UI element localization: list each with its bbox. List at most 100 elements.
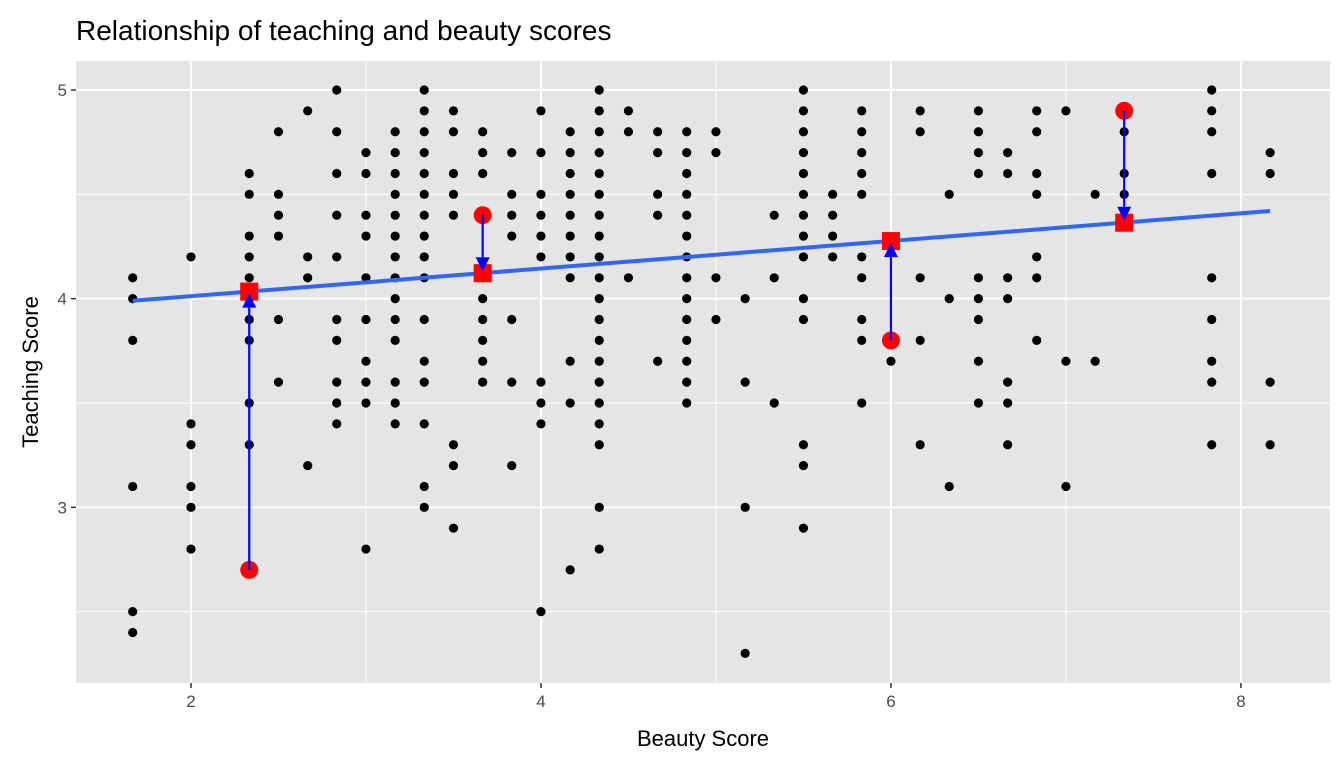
data-point (361, 147, 371, 158)
data-point (273, 127, 284, 137)
data-point (828, 252, 838, 262)
data-point (594, 273, 604, 283)
data-point (769, 273, 779, 283)
y-tick-label: 3 (58, 498, 67, 517)
data-point (1207, 440, 1217, 450)
data-point (419, 106, 429, 116)
data-point (478, 335, 488, 345)
data-point (419, 314, 429, 325)
data-point (419, 481, 429, 492)
data-point (682, 377, 692, 387)
data-point (390, 231, 400, 241)
data-point (1207, 85, 1217, 95)
data-point (244, 252, 254, 262)
residual-arrowhead (1117, 206, 1132, 221)
data-point (128, 627, 138, 638)
data-point (857, 147, 867, 158)
data-point (1090, 189, 1100, 199)
data-point (973, 147, 984, 158)
data-point (798, 106, 809, 116)
data-point (332, 252, 342, 262)
data-point (682, 127, 692, 137)
data-point (478, 127, 488, 137)
data-point (361, 398, 371, 408)
data-point (536, 189, 546, 199)
data-point (390, 335, 400, 345)
data-point (769, 210, 779, 220)
data-point (594, 356, 604, 366)
y-tick-label: 4 (58, 290, 67, 309)
data-point (973, 168, 984, 179)
data-point (1207, 168, 1217, 179)
data-point (682, 356, 692, 366)
data-point (828, 210, 838, 220)
data-point (711, 273, 721, 283)
data-point (798, 231, 809, 241)
data-point (565, 127, 575, 137)
data-point (244, 231, 254, 241)
data-point (594, 544, 604, 554)
data-point (478, 147, 488, 158)
data-point (740, 377, 750, 387)
data-point (419, 210, 429, 220)
data-point (973, 273, 984, 283)
data-point (536, 147, 546, 158)
data-point (390, 398, 400, 408)
data-point (361, 377, 371, 387)
data-point (973, 398, 984, 408)
data-point (536, 106, 546, 116)
data-point (594, 106, 604, 116)
data-point (798, 189, 809, 199)
data-point (594, 127, 604, 137)
data-point (857, 335, 867, 345)
data-point (419, 168, 429, 179)
regression-line-group (132, 209, 1271, 303)
data-point (332, 419, 342, 429)
data-point (536, 398, 546, 408)
data-point (828, 189, 838, 199)
data-point (565, 168, 575, 179)
data-point (303, 273, 313, 283)
data-point (478, 377, 488, 387)
data-point (1207, 273, 1217, 283)
data-point (565, 273, 575, 283)
data-point (798, 523, 809, 533)
data-point (857, 168, 867, 179)
data-point (332, 210, 342, 220)
data-point (565, 252, 575, 262)
fitted-point-square (881, 232, 900, 251)
fitted-point-square (473, 264, 492, 283)
data-point (857, 106, 867, 116)
data-point (128, 335, 138, 345)
data-point (1207, 106, 1217, 116)
data-point (594, 314, 604, 325)
data-point (332, 377, 342, 387)
data-point (1003, 440, 1013, 450)
data-point (536, 419, 546, 429)
data-point (419, 377, 429, 387)
data-point (828, 231, 838, 241)
data-point (973, 314, 984, 325)
data-point (361, 356, 371, 366)
data-point (740, 648, 750, 658)
data-point (653, 147, 663, 158)
data-point (857, 398, 867, 408)
data-point (186, 502, 196, 512)
data-point (682, 231, 692, 241)
data-point (682, 168, 692, 179)
data-point (390, 189, 400, 199)
data-point (857, 273, 867, 283)
data-point (448, 210, 459, 220)
data-point (361, 273, 371, 283)
data-point (478, 314, 488, 325)
data-point (390, 168, 400, 179)
data-point (798, 127, 809, 137)
data-point (448, 127, 459, 137)
data-point (1265, 168, 1275, 179)
data-point (332, 85, 342, 95)
data-point (944, 189, 954, 199)
data-point (973, 294, 984, 304)
data-point (594, 294, 604, 304)
data-point (798, 294, 809, 304)
data-point (1265, 377, 1275, 387)
